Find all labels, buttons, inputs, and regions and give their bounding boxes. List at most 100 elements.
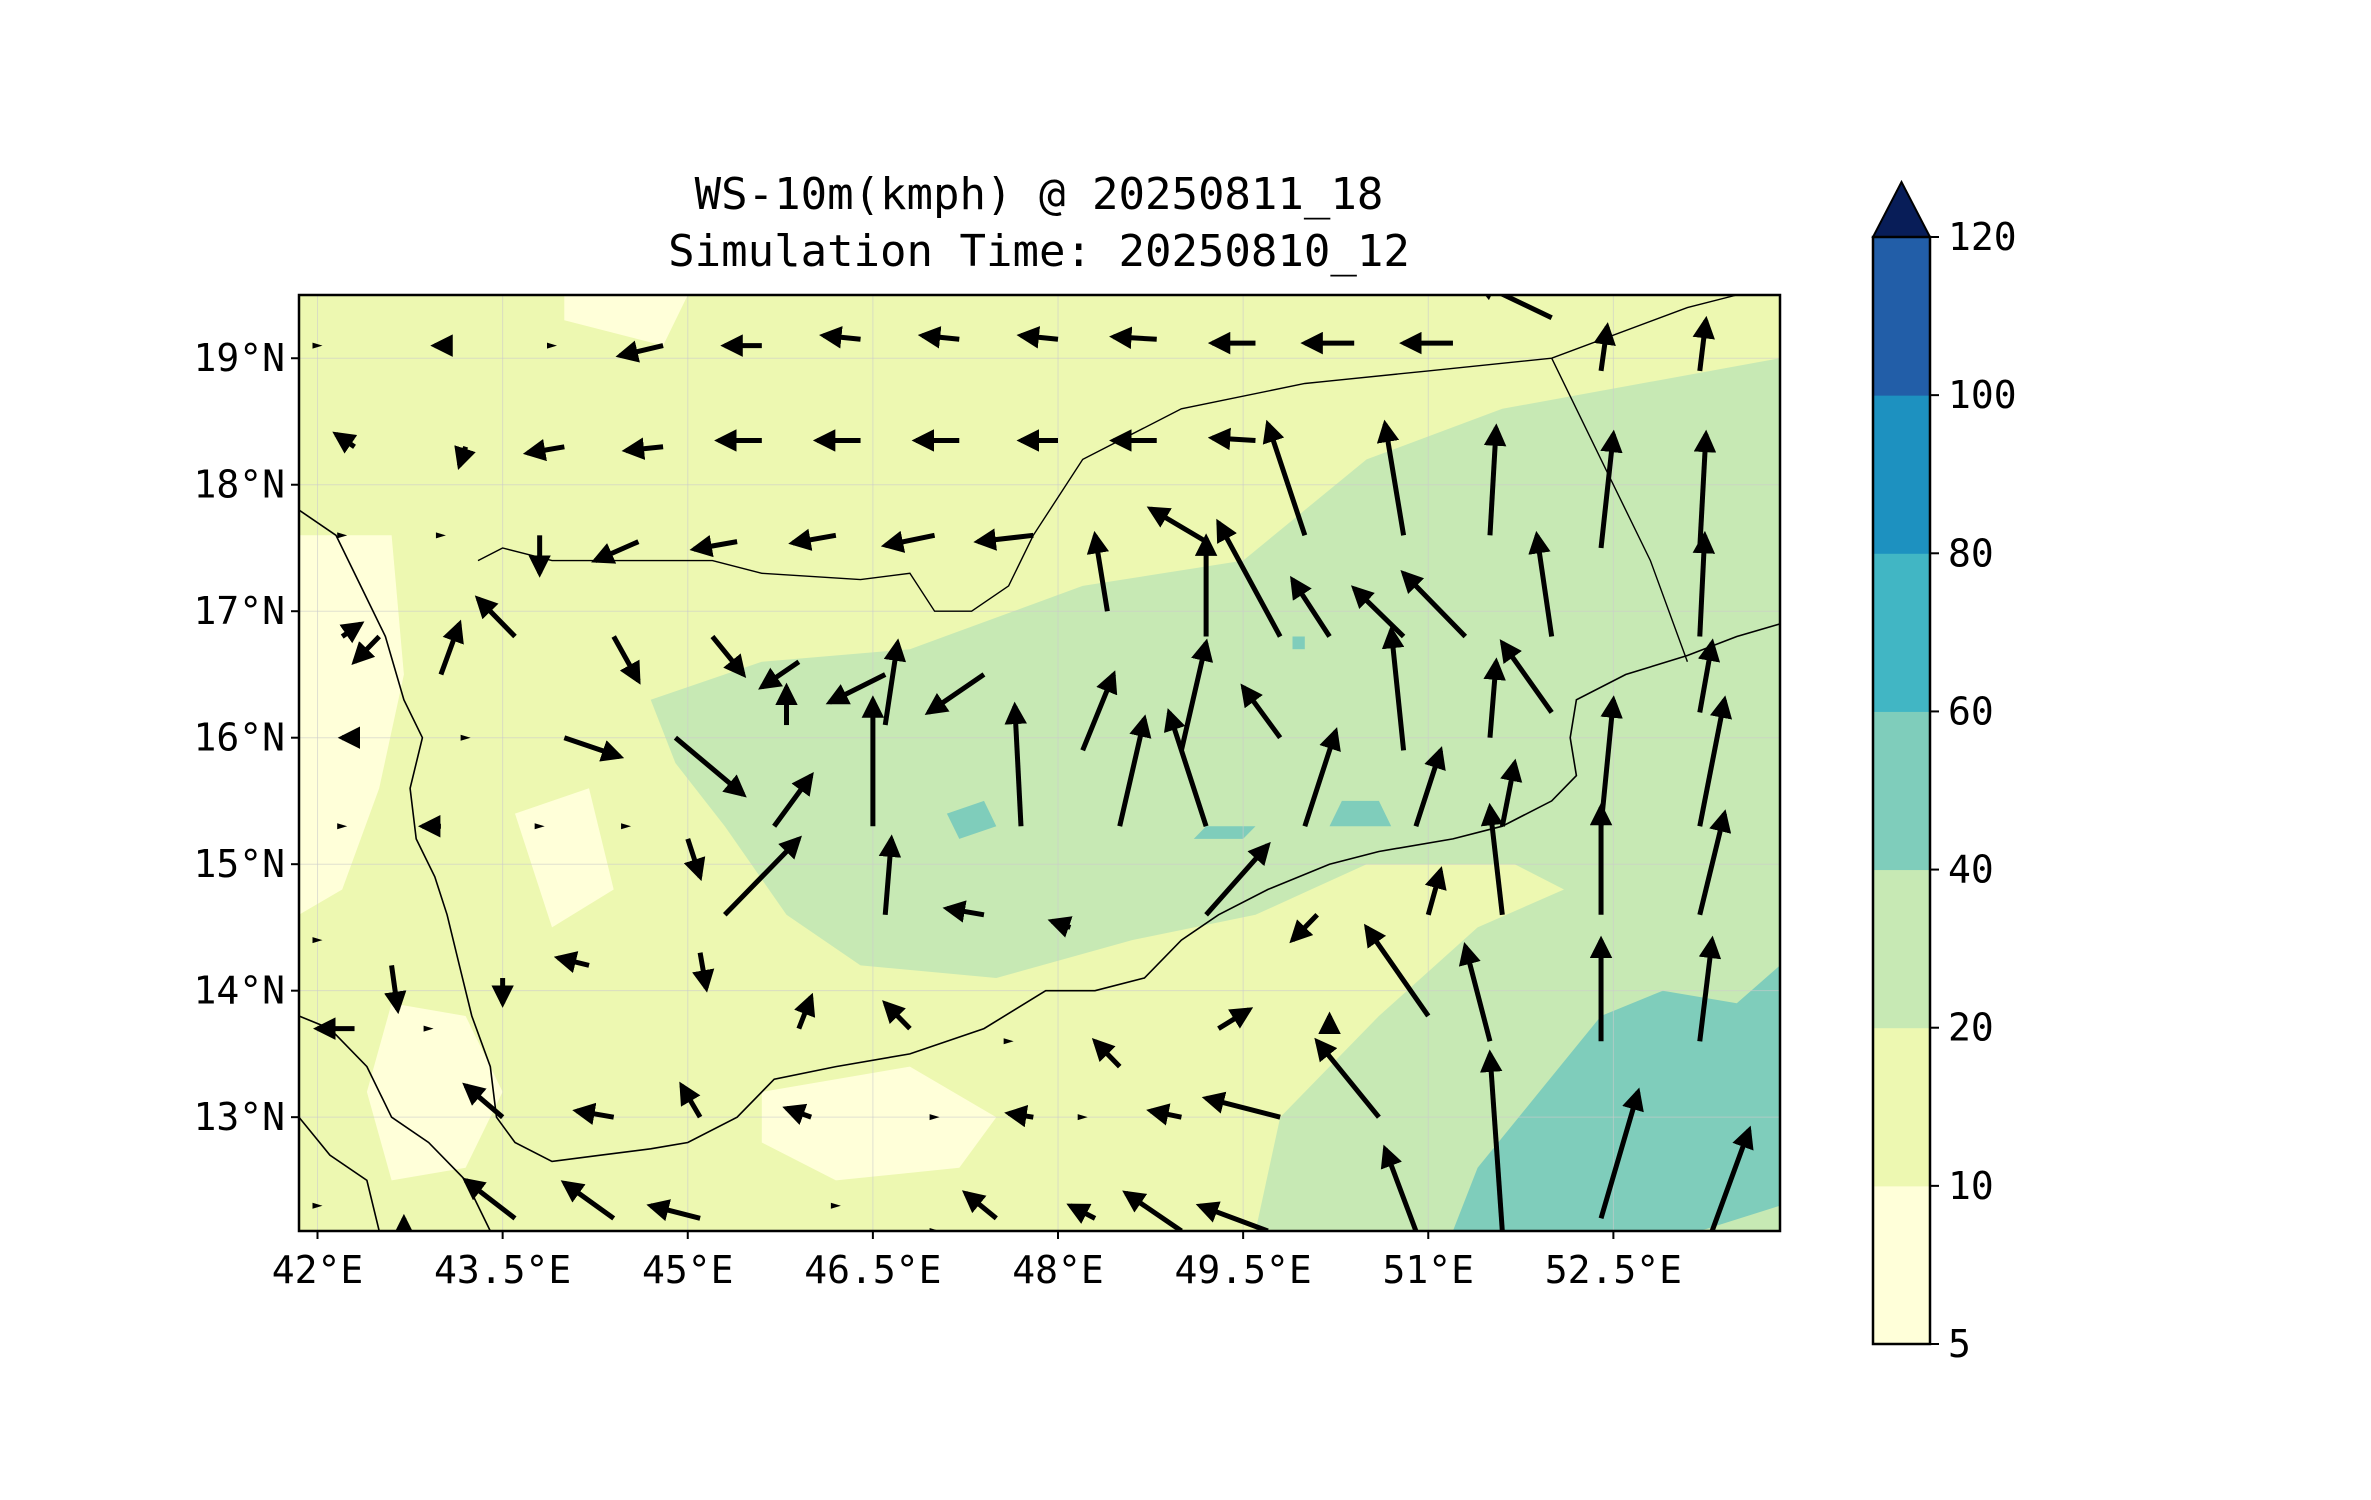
wind-arrow xyxy=(1697,695,1733,827)
wind-arrow xyxy=(880,530,936,553)
wind-arrow xyxy=(351,634,382,666)
colorbar-tick-label: 40 xyxy=(1948,848,1994,892)
wind-arrow xyxy=(454,445,476,471)
wind-arrow xyxy=(679,1081,703,1119)
wind-arrow xyxy=(692,952,715,993)
colorbar-tick-label: 5 xyxy=(1948,1322,1971,1366)
wind-arrow xyxy=(462,1177,517,1221)
wind-arrow xyxy=(646,1199,701,1222)
wind-arrow xyxy=(384,965,407,1015)
wind-arrow xyxy=(1080,670,1118,752)
wind-arrow xyxy=(1117,714,1152,827)
wind-arrow xyxy=(1413,746,1446,828)
lon-tick-label: 49.5°E xyxy=(1174,1248,1311,1292)
lon-tick-label: 45°E xyxy=(642,1248,734,1292)
wind-arrow xyxy=(1697,809,1732,916)
field-below-10 xyxy=(515,788,614,928)
wind-arrow xyxy=(788,528,837,551)
colorbar-tick-label: 20 xyxy=(1948,1006,1994,1050)
wind-arrow xyxy=(1473,295,1553,321)
wind-arrow xyxy=(1314,1037,1381,1119)
colorbar-tick-label: 100 xyxy=(1948,373,2017,417)
field-below-10 xyxy=(564,295,688,346)
wind-arrow xyxy=(830,1202,841,1209)
field-below-10 xyxy=(299,535,404,915)
wind-arrow xyxy=(621,823,632,830)
colorbar-extend-arrow xyxy=(1871,179,1932,238)
wind-arrow xyxy=(794,992,816,1030)
wind-arrow xyxy=(1047,916,1073,938)
wind-arrow xyxy=(1499,758,1523,827)
wind-arrow xyxy=(1178,638,1214,751)
wind-arrow xyxy=(1479,1049,1505,1231)
lat-tick-label: 14°N xyxy=(193,969,285,1013)
wind-arrow xyxy=(547,342,558,349)
wind-arrow xyxy=(591,539,640,564)
wind-arrow xyxy=(772,772,814,828)
colorbar-tick-label: 60 xyxy=(1948,689,1994,733)
wind-arrow xyxy=(563,735,625,762)
wind-arrow xyxy=(1692,530,1716,637)
wind-arrow xyxy=(683,838,706,882)
wind-arrow xyxy=(1598,1087,1644,1220)
wind-arrow xyxy=(1195,1201,1269,1231)
wind-arrow xyxy=(1697,935,1722,1042)
wind-arrow xyxy=(1528,530,1555,637)
wind-arrow xyxy=(312,342,323,349)
wind-arrow xyxy=(1122,1190,1183,1231)
lon-tick-label: 42°E xyxy=(272,1248,364,1292)
wind-arrow xyxy=(1290,575,1332,638)
wind-arrow xyxy=(435,532,446,539)
wind-vectors xyxy=(312,295,1754,1231)
wind-arrow xyxy=(1499,639,1554,714)
wind-arrow xyxy=(929,1114,940,1121)
wind-arrow xyxy=(1066,1203,1097,1224)
wind-arrow xyxy=(1003,1038,1014,1045)
latitude-axis: 13°N 14°N 15°N 16°N 17°N 18°N 19°N xyxy=(193,336,299,1139)
colorbar-tick-label: 120 xyxy=(1948,215,2017,259)
wind-arrow xyxy=(438,619,464,676)
colorbar-tick-label: 80 xyxy=(1948,531,1994,575)
colorbar-segment xyxy=(1873,237,1930,396)
wind-arrow xyxy=(1483,657,1506,738)
wind-arrow xyxy=(462,1082,505,1120)
wind-arrow xyxy=(878,834,902,915)
wind-arrow xyxy=(1204,841,1271,917)
field-below-10 xyxy=(366,1003,503,1181)
coastline xyxy=(299,1116,380,1231)
wind-arrow xyxy=(460,734,471,741)
lat-tick-label: 13°N xyxy=(193,1095,285,1139)
colorbar-segment xyxy=(1873,395,1930,554)
wind-arrow xyxy=(673,735,747,798)
wind-arrow xyxy=(882,1000,912,1031)
wind-arrow xyxy=(1693,429,1717,549)
lon-tick-label: 51°E xyxy=(1383,1248,1475,1292)
wind-arrow xyxy=(572,1102,615,1125)
wind-arrow xyxy=(882,638,907,726)
map-frame xyxy=(297,293,1782,1233)
wind-arrow xyxy=(1458,942,1493,1042)
wind-arrow xyxy=(560,1180,616,1221)
wind-arrow xyxy=(1380,1144,1419,1231)
field-below-10 xyxy=(761,1066,997,1181)
field-40-60 xyxy=(946,800,997,839)
wind-arrow xyxy=(1598,429,1623,549)
wind-arrow xyxy=(337,532,348,539)
wind-arrow xyxy=(621,437,664,460)
wind-arrow xyxy=(825,672,887,705)
lat-tick-label: 17°N xyxy=(193,589,285,633)
wind-arrow xyxy=(611,635,641,685)
lat-tick-label: 18°N xyxy=(193,463,285,507)
wind-arrow xyxy=(1146,1103,1182,1126)
lat-tick-label: 19°N xyxy=(193,336,285,380)
wind-arrow xyxy=(1217,1007,1254,1031)
wind-arrow xyxy=(1091,1038,1122,1069)
coastline xyxy=(299,509,1780,1163)
wind-arrow xyxy=(1376,419,1407,536)
wind-arrow xyxy=(1207,427,1256,451)
lon-tick-label: 43.5°E xyxy=(434,1248,571,1292)
lon-tick-label: 48°E xyxy=(1012,1248,1104,1292)
wind-arrow xyxy=(312,937,323,944)
wind-arrow xyxy=(1363,923,1431,1018)
wind-arrow xyxy=(553,951,590,974)
